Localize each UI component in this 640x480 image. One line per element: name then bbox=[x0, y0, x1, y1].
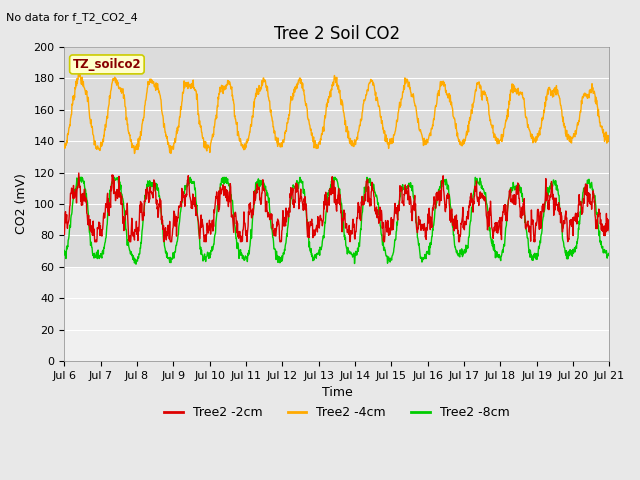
Tree2 -4cm bbox=[61, 141, 68, 147]
Tree2 -8cm bbox=[605, 250, 613, 255]
Tree2 -8cm bbox=[243, 259, 251, 264]
Tree2 -4cm bbox=[422, 142, 430, 147]
Tree2 -4cm bbox=[493, 141, 501, 147]
Tree2 -2cm bbox=[541, 192, 549, 198]
Bar bbox=[65, 47, 609, 267]
Title: Tree 2 Soil CO2: Tree 2 Soil CO2 bbox=[274, 24, 400, 43]
Tree2 -4cm bbox=[169, 146, 177, 152]
Tree2 -2cm bbox=[493, 221, 501, 227]
Tree2 -8cm bbox=[493, 253, 501, 259]
Tree2 -8cm bbox=[169, 250, 177, 255]
Tree2 -4cm bbox=[605, 137, 613, 143]
X-axis label: Time: Time bbox=[321, 386, 352, 399]
Tree2 -4cm bbox=[75, 68, 83, 74]
Line: Tree2 -2cm: Tree2 -2cm bbox=[65, 173, 609, 242]
Tree2 -2cm bbox=[605, 229, 613, 235]
Tree2 -8cm bbox=[76, 174, 83, 180]
Text: TZ_soilco2: TZ_soilco2 bbox=[72, 58, 141, 71]
Tree2 -8cm bbox=[422, 256, 430, 262]
Tree2 -2cm bbox=[61, 231, 68, 237]
Legend: Tree2 -2cm, Tree2 -4cm, Tree2 -8cm: Tree2 -2cm, Tree2 -4cm, Tree2 -8cm bbox=[159, 401, 515, 424]
Line: Tree2 -8cm: Tree2 -8cm bbox=[65, 177, 609, 264]
Tree2 -8cm bbox=[182, 182, 190, 188]
Tree2 -2cm bbox=[91, 239, 99, 245]
Tree2 -4cm bbox=[131, 151, 138, 156]
Y-axis label: CO2 (mV): CO2 (mV) bbox=[15, 174, 28, 234]
Tree2 -4cm bbox=[182, 83, 190, 89]
Text: No data for f_T2_CO2_4: No data for f_T2_CO2_4 bbox=[6, 12, 138, 23]
Tree2 -8cm bbox=[541, 199, 549, 205]
Tree2 -2cm bbox=[75, 170, 83, 176]
Tree2 -8cm bbox=[61, 248, 68, 253]
Tree2 -8cm bbox=[132, 261, 140, 267]
Tree2 -4cm bbox=[243, 136, 251, 142]
Tree2 -2cm bbox=[243, 231, 251, 237]
Tree2 -2cm bbox=[422, 237, 430, 242]
Tree2 -2cm bbox=[169, 225, 177, 230]
Line: Tree2 -4cm: Tree2 -4cm bbox=[65, 71, 609, 154]
Tree2 -4cm bbox=[541, 103, 549, 109]
Tree2 -2cm bbox=[182, 192, 190, 197]
